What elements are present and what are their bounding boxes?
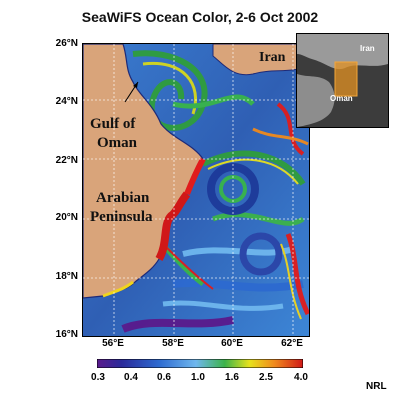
ocean-color-map: Iran Gulf of Oman Arabian Peninsula [82,43,310,337]
colorbar-tick-5: 2.5 [259,372,273,383]
lat-label-16: 16°N [55,329,78,340]
colorbar-tick-4: 1.6 [225,372,239,383]
colorbar-tick-6: 4.0 [294,372,308,383]
lon-label-56: 56°E [102,338,124,349]
colorbar-tick-0: 0.3 [91,372,105,383]
inset-iran-label: Iran [360,44,375,53]
graticule [83,44,309,336]
lat-label-18: 18°N [55,271,78,282]
coastal-upwelling [155,191,191,262]
colorbar-tick-1: 0.4 [124,372,138,383]
lat-label-20: 20°N [55,212,78,223]
lat-label-24: 24°N [55,96,78,107]
chlorophyll-swirls [121,50,309,333]
colorbar-tick-3: 1.0 [191,372,205,383]
lat-label-22: 22°N [55,155,78,166]
arabian-label-line1: Arabian [96,190,150,206]
inset-canvas [297,34,388,127]
gulf-of-oman-label-line2: Oman [97,135,138,151]
gulf-of-oman-label-line1: Gulf of [90,116,136,132]
peninsula-label-line2: Peninsula [90,209,153,225]
credit-label: NRL [366,381,387,392]
inset-oman-label: Oman [330,94,353,103]
inset-highlight-box [334,61,358,97]
lon-label-62: 62°E [281,338,303,349]
lat-label-26: 26°N [55,38,78,49]
inset-locator-map: Iran Oman [296,33,389,128]
lon-label-60: 60°E [221,338,243,349]
lon-label-58: 58°E [162,338,184,349]
colorbar-tick-2: 0.6 [157,372,171,383]
chart-title: SeaWiFS Ocean Color, 2-6 Oct 2002 [81,9,319,25]
map-canvas [83,44,309,336]
colorbar [97,359,303,368]
iran-label: Iran [259,50,286,65]
